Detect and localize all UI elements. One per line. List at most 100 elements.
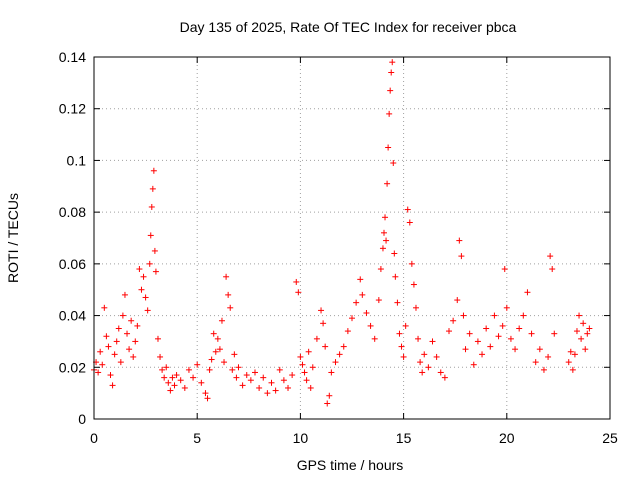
data-point	[367, 322, 374, 329]
data-point	[404, 206, 411, 213]
data-point	[301, 369, 308, 376]
data-point	[136, 266, 143, 273]
data-point	[142, 294, 149, 301]
data-point	[549, 266, 556, 273]
data-point	[303, 377, 310, 384]
data-point	[194, 361, 201, 368]
x-axis-ticks: 0 5 10 15 20 25	[90, 57, 618, 446]
data-point	[223, 273, 230, 280]
data-point	[547, 253, 554, 260]
data-point	[359, 291, 366, 298]
y-tick-label: 0.04	[59, 308, 86, 324]
data-point	[202, 390, 209, 397]
data-point	[247, 377, 254, 384]
data-point	[115, 325, 122, 332]
data-point	[487, 343, 494, 350]
data-point	[117, 359, 124, 366]
data-point	[225, 291, 232, 298]
data-point	[573, 328, 580, 335]
data-point	[391, 250, 398, 257]
data-point	[99, 361, 106, 368]
data-point	[307, 384, 314, 391]
data-point	[408, 260, 415, 267]
data-point	[567, 348, 574, 355]
data-point	[144, 307, 151, 314]
data-point	[340, 343, 347, 350]
data-point	[204, 395, 211, 402]
data-point	[149, 185, 156, 192]
data-point	[540, 366, 547, 373]
data-point	[134, 322, 141, 329]
data-point	[386, 110, 393, 117]
data-point	[586, 325, 593, 332]
data-point	[268, 379, 275, 386]
data-point	[516, 325, 523, 332]
data-point	[171, 382, 178, 389]
data-point	[154, 335, 161, 342]
data-point	[212, 348, 219, 355]
data-point	[276, 366, 283, 373]
data-point	[415, 335, 422, 342]
data-point	[417, 359, 424, 366]
data-point	[140, 273, 147, 280]
data-point	[390, 160, 397, 167]
y-axis-ticks: 0 0.02 0.04 0.06 0.08 0.1 0.12 0.14	[59, 49, 610, 427]
data-point	[159, 366, 166, 373]
data-point	[173, 372, 180, 379]
data-point	[528, 330, 535, 337]
data-point	[272, 387, 279, 394]
data-point	[322, 343, 329, 350]
data-point	[344, 328, 351, 335]
data-point	[371, 335, 378, 342]
data-point	[324, 400, 331, 407]
data-point	[233, 374, 240, 381]
data-point	[499, 322, 506, 329]
data-point	[584, 330, 591, 337]
data-point	[148, 203, 155, 210]
data-point	[458, 253, 465, 260]
data-point	[396, 330, 403, 337]
data-point	[512, 346, 519, 353]
x-tick-label: 0	[90, 430, 98, 446]
data-point	[119, 312, 126, 319]
data-point	[280, 377, 287, 384]
data-point	[466, 330, 473, 337]
data-point	[124, 330, 131, 337]
data-point	[132, 338, 139, 345]
y-axis-label: ROTI / TECUs	[5, 193, 21, 283]
data-point	[353, 299, 360, 306]
data-point	[157, 353, 164, 360]
data-point	[483, 325, 490, 332]
data-point	[495, 333, 502, 340]
data-point	[357, 276, 364, 283]
data-point	[229, 366, 236, 373]
data-point	[571, 351, 578, 358]
data-point	[285, 384, 292, 391]
y-tick-label: 0	[78, 411, 86, 427]
data-point	[578, 335, 585, 342]
data-point	[130, 353, 137, 360]
y-tick-label: 0.06	[59, 256, 86, 272]
data-point	[167, 387, 174, 394]
data-point	[305, 348, 312, 355]
y-tick-label: 0.08	[59, 204, 86, 220]
data-point	[328, 369, 335, 376]
data-point	[161, 374, 168, 381]
data-point	[235, 364, 242, 371]
data-point	[190, 374, 197, 381]
y-tick-label: 0.12	[59, 101, 86, 117]
data-point	[218, 317, 225, 324]
data-points	[91, 59, 593, 407]
data-point	[121, 291, 128, 298]
data-point	[398, 343, 405, 350]
data-point	[243, 372, 250, 379]
data-point	[309, 364, 316, 371]
data-point	[231, 351, 238, 358]
data-point	[210, 330, 217, 337]
data-point	[421, 351, 428, 358]
x-tick-label: 20	[499, 430, 515, 446]
data-point	[138, 286, 145, 293]
data-point	[576, 312, 583, 319]
data-point	[479, 351, 486, 358]
